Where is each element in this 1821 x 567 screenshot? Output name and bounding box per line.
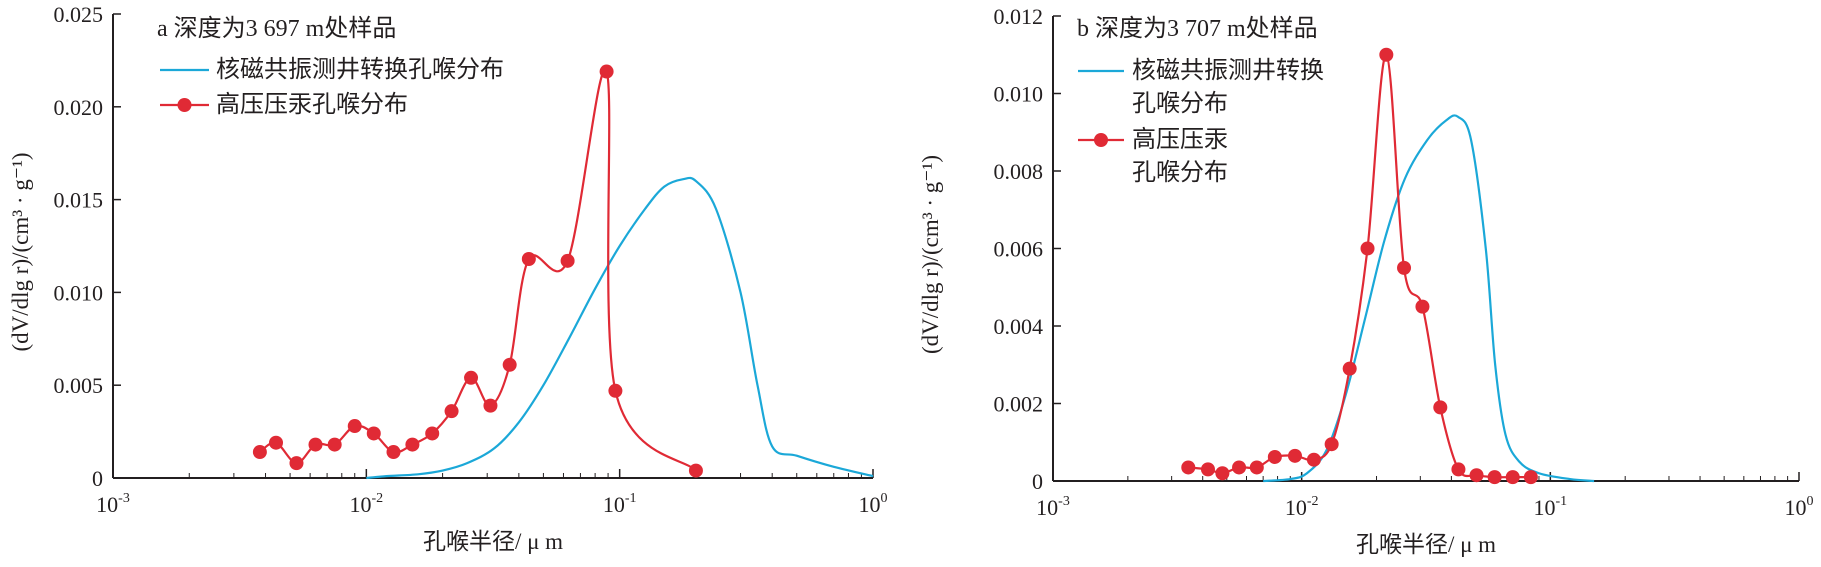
x-axis-title: 孔喉半径/ μ m — [423, 529, 563, 554]
data-point — [521, 251, 536, 266]
data-point — [405, 437, 420, 452]
y-tick-label: 0 — [92, 466, 103, 491]
y-tick-label: 0.010 — [54, 280, 104, 305]
data-point — [1306, 452, 1321, 467]
y-tick-label: 0.004 — [994, 314, 1044, 339]
y-tick-label: 0.025 — [54, 2, 104, 27]
legend-swatch-marker — [177, 98, 192, 112]
data-point — [1200, 462, 1215, 477]
data-point — [1324, 437, 1339, 452]
x-tick-label: 10-3 — [96, 491, 130, 517]
data-point — [1451, 462, 1466, 477]
series-line — [1263, 114, 1595, 483]
data-point — [1397, 260, 1412, 275]
data-point — [269, 435, 284, 450]
chart-panel-b: 0 0.002 0.004 0.006 0.008 0.010 0.012 10-3 10-2 1… — [918, 4, 1814, 557]
data-point — [308, 437, 323, 452]
data-point — [1181, 460, 1196, 475]
panel-title: b 深度为3 707 m处样品 — [1077, 15, 1318, 42]
data-point — [386, 445, 401, 460]
y-tick-label: 0.020 — [54, 95, 104, 120]
data-point — [327, 437, 342, 452]
legend-label: 孔喉分布 — [1132, 159, 1228, 186]
series-line — [366, 176, 874, 480]
data-point — [560, 253, 575, 268]
data-point — [347, 419, 362, 434]
data-point — [688, 463, 703, 478]
data-point — [599, 64, 614, 79]
data-point — [608, 383, 623, 398]
x-tick-label: 10-1 — [1533, 494, 1567, 520]
panel-title: a 深度为3 697 m处样品 — [157, 15, 396, 42]
data-point — [252, 445, 267, 460]
y-tick-label: 0 — [1032, 469, 1043, 494]
data-point — [1415, 299, 1430, 314]
y-tick-label: 0.012 — [994, 4, 1044, 29]
y-tick-label: 0.002 — [994, 392, 1044, 417]
data-point — [366, 426, 381, 441]
data-point — [1360, 241, 1375, 256]
data-point — [425, 426, 440, 441]
x-tick-label: 100 — [1785, 494, 1814, 520]
data-point — [483, 398, 498, 413]
data-point — [1433, 400, 1448, 415]
y-tick-label: 0.006 — [994, 237, 1044, 262]
y-tick-label: 0.010 — [994, 82, 1044, 107]
y-axis-title: (dV/dlg r)/(cm³ · g⁻¹) — [8, 152, 33, 351]
data-point — [1249, 460, 1264, 475]
data-point — [289, 456, 304, 471]
data-point — [1379, 47, 1394, 62]
series-line — [259, 68, 697, 472]
data-point — [1487, 470, 1502, 485]
data-point — [444, 404, 459, 419]
data-point — [464, 370, 479, 385]
y-axis-title: (dV/dlg r)/(cm³ · g⁻¹) — [918, 155, 943, 354]
data-point — [502, 357, 517, 372]
x-tick-label: 10-3 — [1036, 494, 1070, 520]
legend-label: 高压压汞孔喉分布 — [216, 91, 408, 118]
legend-label: 高压压汞 — [1132, 126, 1228, 153]
legend-label: 孔喉分布 — [1132, 90, 1228, 117]
y-tick-label: 0.008 — [994, 159, 1044, 184]
data-point — [1523, 470, 1538, 485]
series-line — [1188, 53, 1531, 479]
legend-swatch-marker — [1094, 133, 1108, 147]
legend-label: 核磁共振测井转换 — [1132, 57, 1324, 84]
legend-label: 核磁共振测井转换孔喉分布 — [216, 56, 504, 83]
x-tick-label: 100 — [859, 491, 888, 517]
x-axis-title: 孔喉半径/ μ m — [1356, 532, 1496, 557]
data-point — [1232, 460, 1247, 475]
y-tick-label: 0.005 — [54, 373, 104, 398]
data-point — [1215, 466, 1230, 481]
data-point — [1267, 449, 1282, 464]
data-point — [1469, 468, 1484, 483]
y-tick-label: 0.015 — [54, 188, 104, 213]
x-tick-label: 10-2 — [1285, 494, 1319, 520]
data-point — [1342, 361, 1357, 376]
chart-panel-a: 0 0.005 0.010 0.015 0.020 0.025 10-3 10-2 10-1 10… — [8, 2, 888, 554]
data-point — [1505, 470, 1520, 485]
data-point — [1287, 448, 1302, 463]
x-tick-label: 10-2 — [349, 491, 383, 517]
x-tick-label: 10-1 — [603, 491, 637, 517]
